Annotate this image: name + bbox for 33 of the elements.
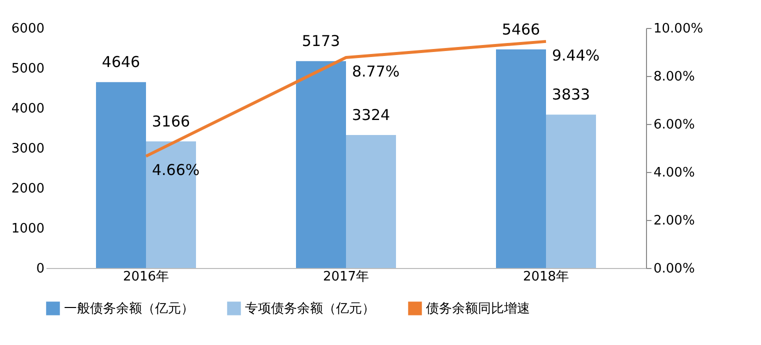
x-tick-label: 2016年 — [122, 270, 170, 284]
bar — [496, 49, 546, 268]
y-tick-label: 2000 — [11, 182, 44, 196]
y-tick-label: 1000 — [11, 222, 44, 236]
data-label: 3166 — [152, 112, 190, 130]
y2-tick-label: 2.00% — [654, 214, 695, 228]
y2-tick-label: 0.00% — [654, 262, 695, 276]
x-tick-label: 2017年 — [322, 270, 370, 284]
y2-tick-label: 10.00% — [654, 22, 704, 36]
y2-tick-label: 4.00% — [654, 166, 695, 180]
x-tick-label: 2018年 — [522, 270, 570, 284]
y-tick-label: 6000 — [11, 22, 44, 36]
legend-label: 一般债务余额（亿元） — [64, 301, 194, 316]
bar — [96, 82, 146, 268]
data-label: 4.66% — [152, 161, 200, 180]
y2-tick-label: 6.00% — [654, 118, 695, 132]
y2-tick-label: 8.00% — [654, 70, 695, 84]
data-label: 9.44% — [552, 46, 600, 64]
data-label: 4646 — [102, 53, 140, 72]
data-label: 5466 — [502, 20, 540, 38]
bar — [346, 135, 396, 268]
legend-label: 债务余额同比增速 — [426, 301, 530, 316]
y-tick-label: 5000 — [11, 62, 44, 76]
data-label: 8.77% — [352, 62, 400, 81]
y-tick-label: 0 — [36, 262, 44, 276]
legend-label: 专项债务余额（亿元） — [245, 301, 375, 316]
y-tick-label: 4000 — [11, 102, 44, 116]
data-label: 5173 — [302, 32, 340, 50]
data-label: 3324 — [352, 106, 390, 124]
bar — [296, 61, 346, 268]
data-label: 3833 — [552, 86, 590, 104]
bar — [546, 114, 596, 268]
y-tick-label: 3000 — [11, 142, 44, 156]
